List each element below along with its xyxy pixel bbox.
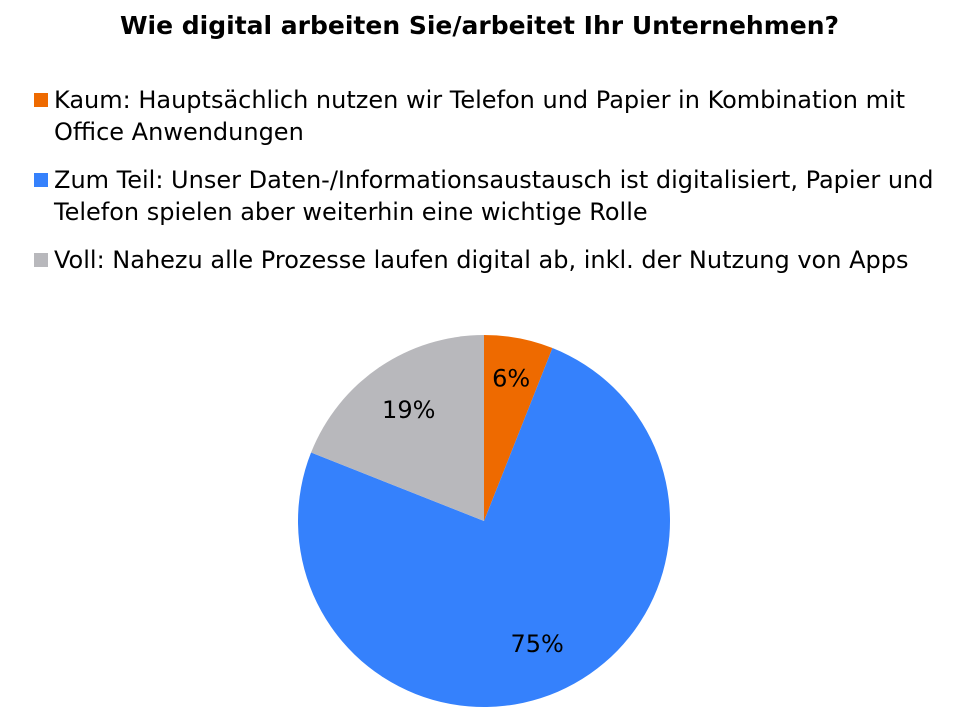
- data-label-kaum: 6%: [492, 364, 530, 392]
- pie-slice-zum-teil: [297, 348, 671, 707]
- legend-label-zum-teil: Zum Teil: Unser Daten-/Informationsausta…: [54, 166, 934, 226]
- chart-title: Wie digital arbeiten Sie/arbeitet Ihr Un…: [119, 11, 840, 40]
- legend-swatch-zum-teil: [34, 173, 48, 187]
- legend-label-kaum: Kaum: Hauptsächlich nutzen wir Telefon u…: [54, 86, 906, 146]
- legend-swatch-voll: [34, 253, 48, 267]
- legend-label-voll: Voll: Nahezu alle Prozesse laufen digita…: [54, 246, 909, 274]
- legend-item-kaum: Kaum: Hauptsächlich nutzen wir Telefon u…: [34, 84, 954, 148]
- legend-swatch-kaum: [34, 93, 48, 107]
- data-label-voll: 19%: [382, 396, 435, 424]
- pie-slice-kaum: [484, 335, 553, 521]
- legend-item-voll: Voll: Nahezu alle Prozesse laufen digita…: [34, 244, 954, 276]
- pie-slice-voll: [311, 335, 484, 521]
- data-label-zum-teil: 75%: [511, 630, 564, 658]
- legend-item-zum-teil: Zum Teil: Unser Daten-/Informationsausta…: [34, 164, 954, 228]
- legend: Kaum: Hauptsächlich nutzen wir Telefon u…: [34, 84, 954, 292]
